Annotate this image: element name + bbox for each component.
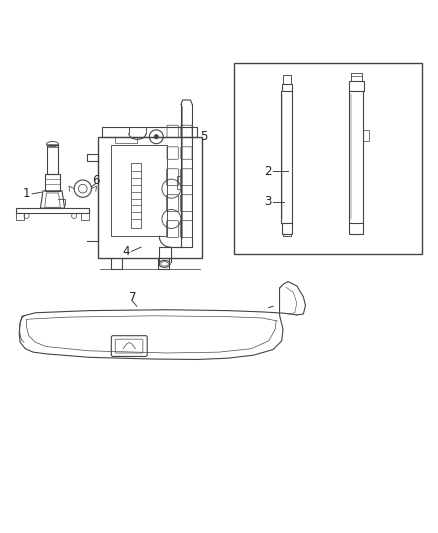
Bar	[45, 174, 60, 191]
Circle shape	[154, 135, 159, 139]
Bar	[16, 213, 24, 220]
Bar	[47, 144, 58, 147]
Bar	[282, 84, 292, 91]
Bar	[98, 137, 202, 258]
Text: 6: 6	[92, 174, 99, 187]
Bar	[351, 73, 362, 81]
Bar	[102, 127, 198, 137]
Bar	[177, 176, 181, 189]
Text: 5: 5	[200, 130, 208, 143]
Bar	[131, 163, 141, 228]
Bar	[350, 223, 364, 234]
Bar	[234, 63, 422, 254]
Text: 3: 3	[264, 195, 271, 208]
Bar	[283, 234, 291, 236]
Bar	[349, 81, 364, 91]
Bar	[282, 223, 292, 234]
Text: 7: 7	[129, 291, 136, 304]
Text: 2: 2	[264, 165, 271, 178]
Bar	[16, 208, 89, 213]
Bar	[283, 75, 291, 84]
Bar	[364, 131, 368, 141]
Bar	[47, 146, 58, 174]
Text: 1: 1	[23, 187, 30, 200]
Text: 4: 4	[122, 245, 130, 258]
Bar	[81, 213, 89, 220]
